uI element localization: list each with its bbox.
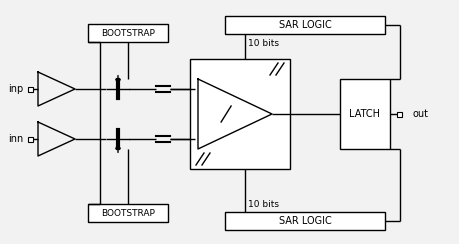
Bar bbox=[28, 87, 33, 92]
Text: BOOTSTRAP: BOOTSTRAP bbox=[101, 29, 155, 38]
Text: SAR LOGIC: SAR LOGIC bbox=[278, 216, 330, 226]
Text: 10 bits: 10 bits bbox=[247, 39, 279, 48]
Text: 10 bits: 10 bits bbox=[247, 200, 279, 209]
Text: out: out bbox=[412, 109, 428, 119]
Bar bbox=[190, 59, 289, 169]
Bar bbox=[88, 204, 168, 222]
Text: inn: inn bbox=[8, 134, 23, 144]
Bar bbox=[224, 212, 384, 230]
Text: BOOTSTRAP: BOOTSTRAP bbox=[101, 209, 155, 217]
Text: SAR LOGIC: SAR LOGIC bbox=[278, 20, 330, 30]
Bar bbox=[224, 16, 384, 34]
Text: inp: inp bbox=[8, 84, 23, 94]
Bar bbox=[88, 24, 168, 42]
Text: LATCH: LATCH bbox=[349, 109, 380, 119]
Bar bbox=[339, 79, 389, 149]
Bar bbox=[28, 136, 33, 142]
Bar bbox=[396, 112, 401, 116]
